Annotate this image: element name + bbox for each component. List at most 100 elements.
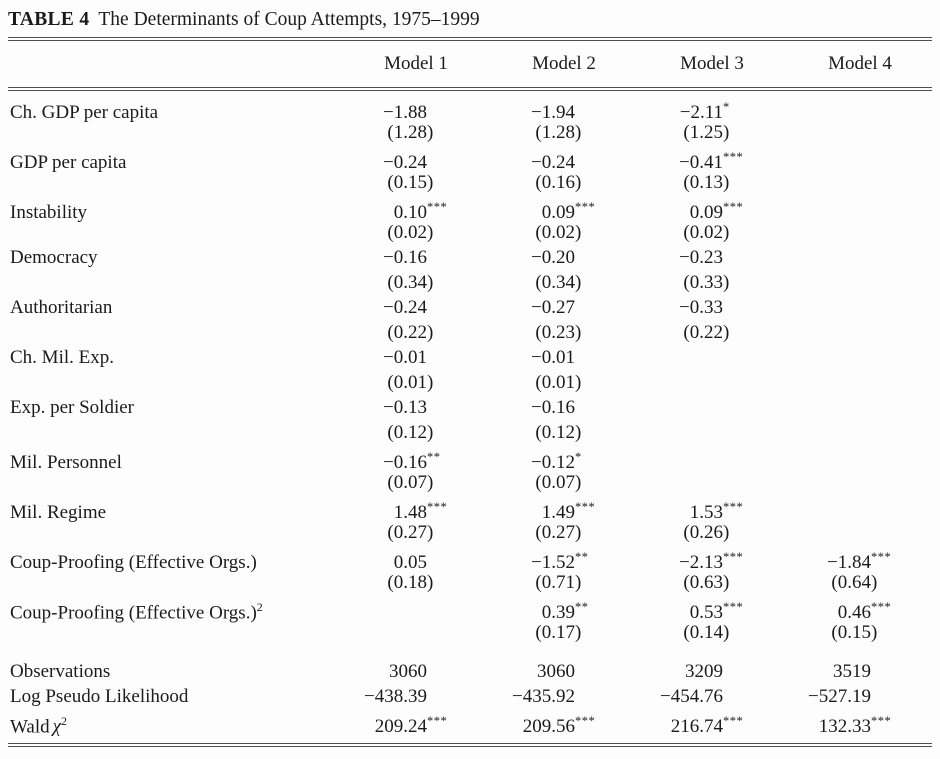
se-value: (0.17 [535, 622, 575, 643]
se-close-paren: ) [575, 122, 582, 143]
se-close-paren: ) [427, 222, 434, 243]
coef-value: −0.23 [679, 247, 723, 268]
stat-value: −438.39 [364, 686, 427, 707]
se-cell: (0.34) [490, 270, 638, 295]
coef-value: −2.11 [679, 102, 723, 124]
significance-stars: *** [723, 600, 744, 614]
se-close-paren: ) [575, 172, 582, 193]
stat-cell: 3060 [342, 659, 490, 684]
se-value: (0.07 [535, 472, 575, 493]
row-label-exponent: 2 [256, 600, 263, 614]
coef-value: 0.39 [541, 602, 575, 624]
stat-value: 3060 [537, 661, 575, 682]
se-cell: (1.28) [342, 120, 490, 145]
se-cell: (0.27) [342, 520, 490, 545]
se-cell: (0.22) [342, 320, 490, 345]
coef-hang: *** [723, 545, 749, 575]
coef-cell: −0.20 [490, 245, 638, 270]
se-value: (0.27 [535, 522, 575, 543]
se-value: (0.01 [387, 372, 427, 393]
coef-cell: 1.49 *** [490, 495, 638, 525]
se-close-paren: ) [427, 472, 434, 493]
stat-value: −527.19 [808, 686, 871, 707]
se-close-paren: ) [427, 172, 434, 193]
coef-value: −0.01 [531, 347, 575, 368]
coef-cell: −0.24 [342, 295, 490, 320]
stat-cell: −435.92 [490, 684, 638, 709]
se-value: (0.18 [387, 572, 427, 593]
se-value: (0.16 [535, 172, 575, 193]
table-header-row: Model 1 Model 2 Model 3 Model 4 [6, 41, 934, 87]
coef-hang: ** [575, 595, 601, 625]
se-value: (0.34 [387, 272, 427, 293]
se-cell: (0.07) [342, 470, 490, 495]
significance-stars: *** [871, 550, 892, 564]
se-value: (0.14 [683, 622, 723, 643]
se-cell: (0.15) [786, 620, 934, 645]
stat-label-exponent: 2 [60, 714, 67, 728]
se-cell: (0.07) [490, 470, 638, 495]
coef-cell: −0.01 [342, 345, 490, 370]
coef-value: −2.13 [679, 552, 723, 574]
coef-cell: −0.16 [490, 395, 638, 420]
coef-cell: 0.10 *** [342, 195, 490, 225]
significance-stars: ** [575, 600, 589, 614]
se-cell: (0.02) [342, 220, 490, 245]
se-cell: (0.33) [638, 270, 786, 295]
se-cell: (0.16) [490, 170, 638, 195]
coef-value: 0.46 [837, 602, 871, 624]
coef-cell: −1.88 [342, 100, 490, 125]
se-cell: (0.12) [490, 420, 638, 445]
se-close-paren: ) [871, 622, 878, 643]
coef-cell: 0.39 ** [490, 595, 638, 625]
coef-value: 0.09 [541, 202, 575, 224]
column-header: Model 2 [532, 53, 596, 74]
coef-hang: *** [427, 195, 453, 225]
se-cell: (0.12) [342, 420, 490, 445]
se-cell: (0.27) [490, 520, 638, 545]
row-label: GDP per capita [10, 152, 127, 174]
coef-value: 1.53 [689, 502, 723, 524]
stat-cell: 209.24 *** [342, 709, 490, 739]
coef-hang: * [723, 95, 749, 125]
coef-hang: ** [575, 545, 601, 575]
coef-cell: −0.12 * [490, 445, 638, 475]
coef-value: −0.41 [679, 152, 723, 174]
significance-stars: *** [575, 714, 596, 728]
stat-value: 3209 [685, 661, 723, 682]
se-cell: (1.28) [490, 120, 638, 145]
stat-hang: *** [575, 709, 601, 739]
se-close-paren: ) [427, 422, 434, 443]
coef-value: −1.94 [531, 102, 575, 124]
se-close-paren: ) [575, 272, 582, 293]
coef-cell: −0.16 [342, 245, 490, 270]
coef-hang: * [575, 445, 601, 475]
coef-hang: *** [575, 195, 601, 225]
coef-hang: *** [871, 595, 897, 625]
coef-cell: −2.11 * [638, 95, 786, 125]
significance-stars: ** [575, 550, 589, 564]
stat-cell: 209.56 *** [490, 709, 638, 739]
coef-value: −1.52 [531, 552, 575, 574]
row-label: Coup-Proofing (Effective Orgs.)2 [10, 600, 263, 624]
se-cell: (0.14) [638, 620, 786, 645]
coef-cell: 0.09 *** [490, 195, 638, 225]
column-header: Model 4 [828, 53, 892, 74]
stat-value: −454.76 [660, 686, 723, 707]
se-close-paren: ) [427, 572, 434, 593]
coef-cell: −0.23 [638, 245, 786, 270]
chi-symbol: χ [52, 716, 61, 738]
se-value: (0.22 [683, 322, 723, 343]
se-cell: (0.01) [342, 370, 490, 395]
coef-cell: −0.13 [342, 395, 490, 420]
coef-cell: 0.46 *** [786, 595, 934, 625]
se-value: (0.64 [831, 572, 871, 593]
se-close-paren: ) [575, 472, 582, 493]
se-cell: (0.23) [490, 320, 638, 345]
se-value: (0.22 [387, 322, 427, 343]
significance-stars: * [575, 450, 582, 464]
coef-value: 0.10 [393, 202, 427, 224]
significance-stars: *** [427, 500, 448, 514]
significance-stars: *** [427, 200, 448, 214]
coef-cell: −0.33 [638, 295, 786, 320]
